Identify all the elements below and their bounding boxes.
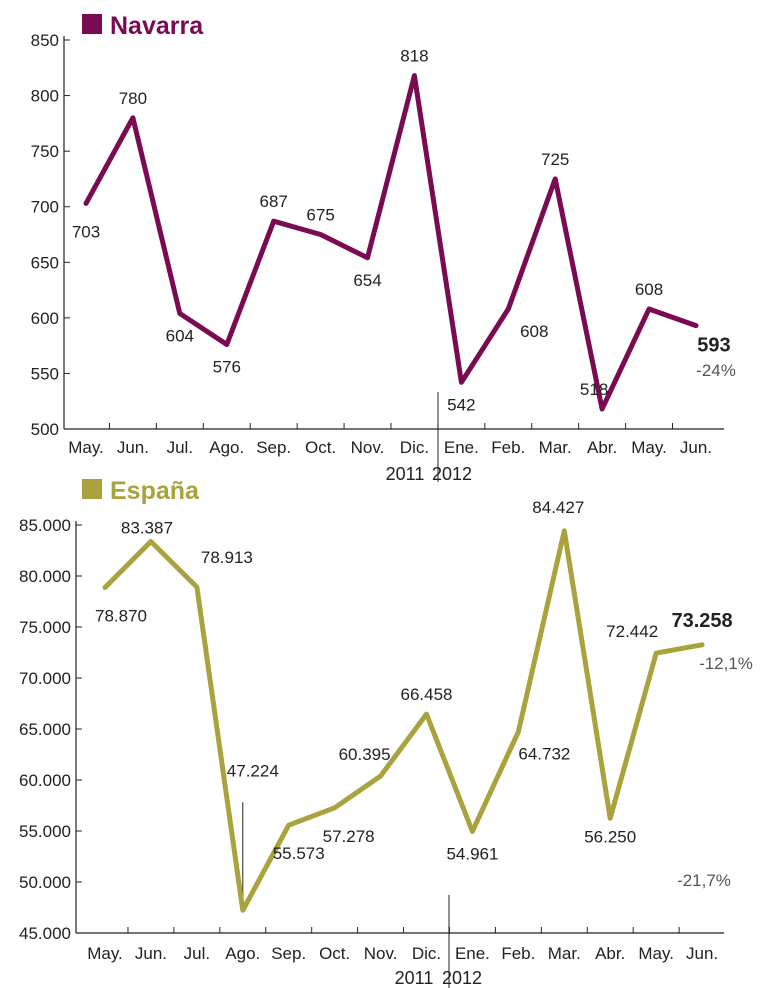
navarra-y-tick-label: 550 [31,364,59,383]
navarra-data-label: 687 [259,192,287,211]
navarra-x-tick-label: Ago. [209,438,244,457]
navarra-x-tick-label: Mar. [539,438,572,457]
espana-legend-square [82,479,102,499]
navarra-series-line [83,73,699,412]
espana-x-tick-label: Jul. [184,944,210,963]
espana-data-label: 83.387 [121,518,173,537]
navarra-x-tick-label: Ene. [444,438,479,457]
espana-x-tick-label: May. [87,944,123,963]
navarra-data-label: 608 [635,280,663,299]
navarra-data-label: 725 [541,150,569,169]
navarra-y-tick-label: 850 [31,31,59,50]
espana-data-label: 73.258 [672,610,733,632]
navarra-data-label: 780 [119,89,147,108]
espana-x-tick-label: Ene. [455,944,490,963]
espana-chart-title: España [110,477,200,505]
espana-x-tick-label: Mar. [548,944,581,963]
navarra-data-label: 654 [353,271,381,290]
navarra-x-tick-label: May. [631,438,667,457]
navarra-x-tick-label: Jun. [680,438,712,457]
espana-data-label: 54.961 [446,844,498,863]
espana-y-tick-label: 60.000 [19,771,71,790]
navarra-year-label: 2011 [386,464,425,484]
espana-year-label: 2012 [442,968,482,988]
espana-y-tick-label: 45.000 [19,924,71,943]
navarra-x-tick-label: Jun. [117,438,149,457]
espana-data-label: 57.278 [323,827,375,846]
espana-x-tick-label: Oct. [319,944,350,963]
navarra-data-label: 703 [72,222,100,241]
espana-y-tick-label: 75.000 [19,618,71,637]
espana-data-label: 66.458 [401,685,453,704]
navarra-x-tick-label: Dic. [400,438,429,457]
navarra-y-tick-label: 800 [31,87,59,106]
navarra-data-label: 675 [306,206,334,225]
navarra-y-tick-label: 700 [31,198,59,217]
espana-y-tick-label: 65.000 [19,720,71,739]
espana-change-label: -12,1% [699,654,753,673]
navarra-data-label: 593 [697,335,730,357]
navarra-legend-square [82,14,102,34]
espana-data-label: 60.395 [339,745,391,764]
navarra-change-label: -24% [696,361,736,380]
espana-x-tick-label: Jun. [135,944,167,963]
navarra-x-tick-label: Nov. [351,438,385,457]
espana-change-label: -21,7% [677,871,731,890]
espana-x-tick-label: Jun. [686,944,718,963]
navarra-data-label: 604 [166,326,194,345]
espana-data-label: 72.442 [606,622,658,641]
espana-y-tick-label: 85.000 [19,516,71,535]
navarra-x-tick-label: Sep. [256,438,291,457]
navarra-y-tick-label: 500 [31,420,59,439]
espana-data-label: 56.250 [584,827,636,846]
navarra-x-tick-label: Oct. [305,438,336,457]
espana-x-tick-label: Feb. [501,944,535,963]
navarra-data-label: 576 [213,358,241,377]
navarra-x-tick-label: Abr. [587,438,617,457]
navarra-chart-title: Navarra [110,12,204,40]
espana-x-tick-label: May. [638,944,674,963]
espana-y-tick-label: 50.000 [19,873,71,892]
espana-x-tick-label: Ago. [225,944,260,963]
espana-series-line [102,528,705,913]
navarra-x-tick-label: May. [68,438,104,457]
espana-y-tick-label: 55.000 [19,822,71,841]
navarra-data-label: 818 [400,47,428,66]
espana-data-label: 78.870 [95,607,147,626]
navarra-data-label: 608 [520,322,548,341]
espana-data-label: 47.224 [227,761,279,780]
espana-x-tick-label: Sep. [271,944,306,963]
navarra-x-tick-label: Jul. [167,438,193,457]
espana-x-tick-label: Abr. [595,944,625,963]
navarra-y-tick-label: 600 [31,309,59,328]
espana-data-label: 55.573 [273,844,325,863]
espana-x-tick-label: Nov. [364,944,398,963]
navarra-y-tick-label: 750 [31,142,59,161]
espana-data-label: 84.427 [532,498,584,517]
espana-y-tick-label: 70.000 [19,669,71,688]
navarra-data-label: 542 [447,395,475,414]
navarra-x-tick-label: Feb. [491,438,525,457]
espana-data-label: 78.913 [201,548,253,567]
espana-year-label: 2011 [395,968,434,988]
navarra-data-label: 518 [580,380,608,399]
espana-y-tick-label: 80.000 [19,567,71,586]
espana-data-label: 64.732 [518,745,570,764]
navarra-y-tick-label: 650 [31,253,59,272]
espana-x-tick-label: Dic. [412,944,441,963]
navarra-year-label: 2012 [432,464,472,484]
